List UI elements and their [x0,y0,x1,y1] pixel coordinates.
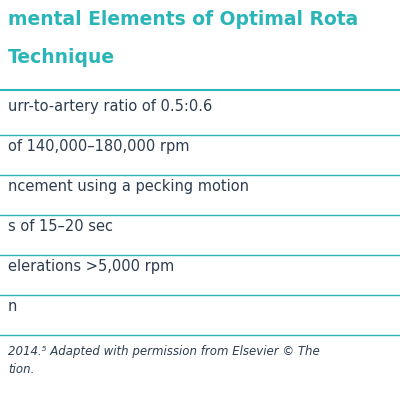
Text: n: n [8,299,17,314]
Text: elerations >5,000 rpm: elerations >5,000 rpm [8,259,174,274]
Text: tion.: tion. [8,363,34,376]
Text: of 140,000–180,000 rpm: of 140,000–180,000 rpm [8,139,190,154]
Text: urr-to-artery ratio of 0.5:0.6: urr-to-artery ratio of 0.5:0.6 [8,99,212,114]
Text: ncement using a pecking motion: ncement using a pecking motion [8,179,249,194]
Text: Technique: Technique [8,48,115,67]
Text: mental Elements of Optimal Rota: mental Elements of Optimal Rota [8,10,358,29]
Text: s of 15–20 sec: s of 15–20 sec [8,219,113,234]
Text: 2014.⁵ Adapted with permission from Elsevier © The: 2014.⁵ Adapted with permission from Else… [8,345,320,358]
